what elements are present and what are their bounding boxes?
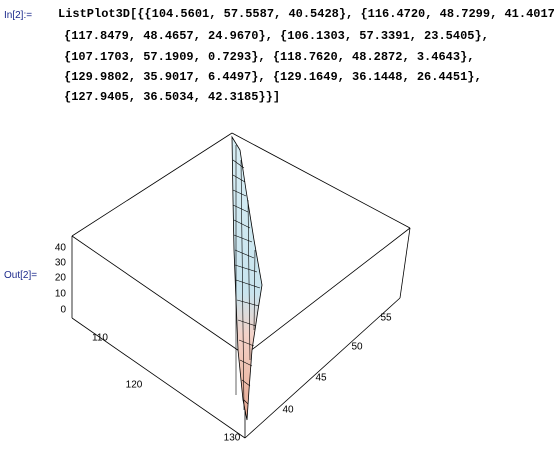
axis-tick-label: 40 [282,405,294,416]
axis-tick-label: 45 [315,373,327,384]
axis-tick-label: 30 [55,258,67,269]
axis-tick-label: 130 [224,433,241,444]
code-line[interactable]: {107.1703, 57.1909, 0.7293}, {118.7620, … [64,50,475,64]
axis-tick-label: 50 [351,342,363,353]
axis-tick-label: 120 [126,380,143,391]
output-label: Out[2]= [4,270,38,281]
code-line[interactable]: {117.8479, 48.4657, 24.9670}, {106.1303,… [64,29,489,43]
axis-tick-label: 20 [55,273,67,284]
axis-tick-label: 110 [92,333,108,344]
input-label: In[2]:= [4,10,33,21]
axis-tick-label: 0 [60,305,66,316]
bounding-box [71,132,411,439]
axis-tick-label: 55 [380,313,392,324]
code-line[interactable]: {129.9802, 35.9017, 6.4497}, {129.1649, … [64,70,482,84]
surface [231,135,263,421]
axis-tick-label: 10 [55,289,67,300]
code-line[interactable]: {127.9405, 36.5034, 42.3185}}] [64,90,281,104]
code-line[interactable]: ListPlot3D[{{104.5601, 57.5587, 40.5428}… [58,7,554,21]
axis-tick-label: 40 [55,243,67,254]
